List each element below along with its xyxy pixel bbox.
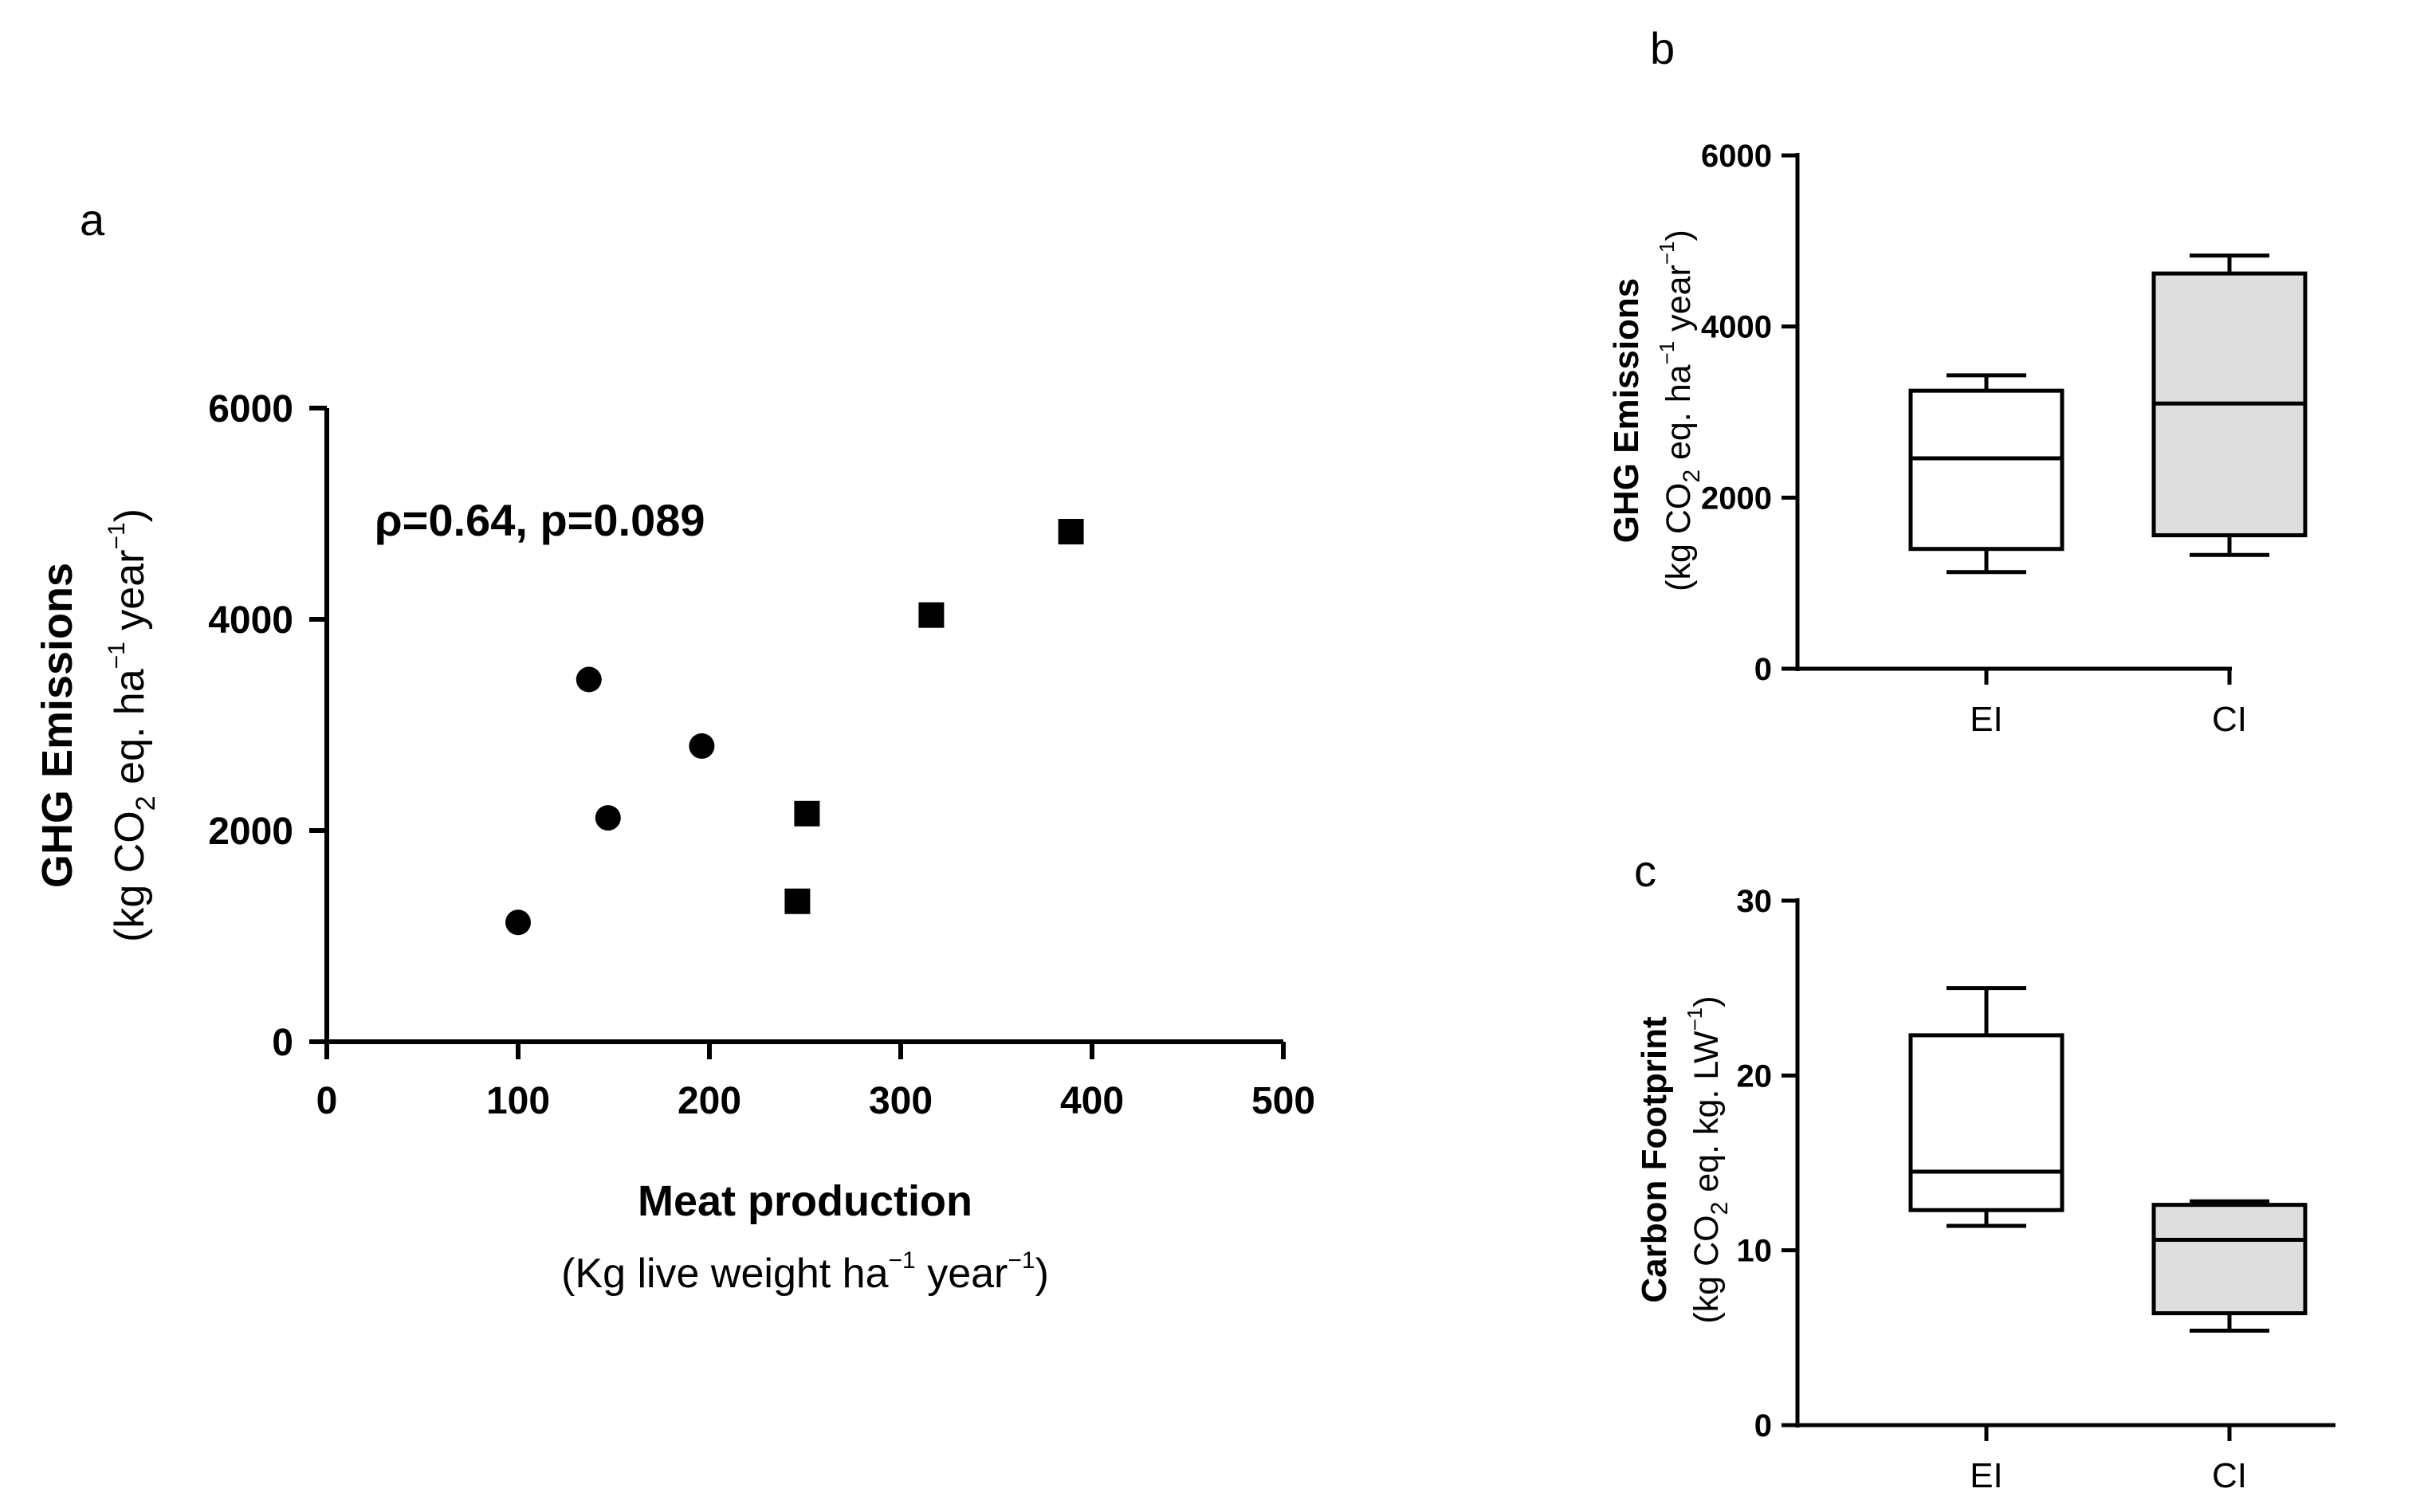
scatter-point-ci	[784, 888, 811, 914]
panel-a-x-tick-label: 400	[1060, 1080, 1124, 1122]
panel-c-y-tick-label: 30	[1737, 884, 1773, 919]
panel-a-y-tick-label: 4000	[208, 599, 293, 642]
panel-a-x-tick-label: 0	[316, 1080, 338, 1122]
box-iqr	[1908, 388, 2064, 552]
panel-c-x-tick-label: CI	[2212, 1456, 2247, 1495]
scatter-point-ci	[918, 602, 945, 628]
panel-a-points	[505, 519, 1084, 936]
panel-a-axes	[324, 408, 1283, 1044]
panel-a-x-axis-unit: (Kg live weight ha−1 year−1)	[561, 1247, 1049, 1297]
panel-c-x-tick-label: EI	[1970, 1456, 2003, 1495]
panel-b-y-tick-label: 0	[1754, 652, 1772, 687]
scatter-point-ei	[576, 666, 602, 693]
panel-c: c 0 10 20 30 EI CI Carbon Footprint (kg CO2 …	[1634, 846, 2335, 1495]
panel-c-y-axis-unit: (kg CO2 eq. kg. LW−1)	[1683, 996, 1733, 1323]
box-ci	[2151, 1199, 2308, 1333]
panel-b-letter: b	[1650, 23, 1675, 73]
box-ei	[1908, 373, 2064, 575]
panel-b: b 0 2000 4000 6000 EI CI GHG Emissions (kg C…	[1607, 23, 2308, 739]
panel-a-x-tick-label: 300	[869, 1080, 933, 1122]
panel-b-x-ticks: EI CI	[1970, 669, 2247, 739]
panel-b-x-tick-label: EI	[1970, 700, 2003, 739]
panel-c-y-axis-title: Carbon Footprint	[1635, 1016, 1674, 1303]
scatter-point-ei	[595, 805, 621, 831]
box-iqr	[1908, 1033, 2064, 1212]
panel-c-x-ticks: EI CI	[1970, 1425, 2247, 1495]
panel-a-x-axis-title: Meat production	[638, 1177, 972, 1225]
panel-b-x-tick-label: CI	[2212, 700, 2247, 739]
panel-a-x-tick-label: 500	[1251, 1080, 1315, 1122]
panel-a-y-tick-label: 2000	[208, 811, 293, 853]
scatter-point-ci	[794, 800, 820, 827]
scatter-point-ei	[689, 733, 715, 759]
scatter-point-ei	[505, 909, 531, 936]
panel-b-y-axis-title: GHG Emissions	[1607, 278, 1646, 544]
panel-c-y-tick-label: 20	[1737, 1058, 1773, 1094]
panel-a-x-ticks: 0 100 200 300 400 500	[316, 1042, 1315, 1122]
panel-c-y-tick-label: 0	[1754, 1408, 1772, 1443]
panel-a-stat-annotation: ρ=0.64, p=0.089	[375, 495, 705, 545]
box-ei	[1908, 986, 2064, 1228]
panel-c-y-ticks: 0 10 20 30	[1737, 884, 1797, 1443]
box-iqr	[2151, 1203, 2308, 1316]
panel-b-y-tick-label: 6000	[1701, 139, 1772, 174]
panel-b-y-axis-unit: (kg CO2 eq. ha−1 year−1)	[1655, 230, 1705, 591]
panel-a: a 0 2000 4000 6000 0 100 200 300 400 500 ρ=0.64,…	[33, 194, 1315, 1297]
panel-a-letter: a	[80, 194, 105, 245]
scatter-point-ci	[1058, 519, 1084, 545]
panel-b-y-ticks: 0 2000 4000 6000	[1701, 139, 1797, 687]
panel-a-y-tick-label: 0	[272, 1022, 293, 1064]
panel-a-x-tick-label: 200	[678, 1080, 741, 1122]
panel-a-y-ticks: 0 2000 4000 6000	[208, 388, 327, 1064]
box-ci	[2151, 253, 2308, 557]
panel-c-boxes	[1908, 986, 2308, 1333]
panel-a-y-tick-label: 6000	[208, 388, 293, 430]
panel-c-axes	[1795, 898, 2335, 1428]
panel-b-y-tick-label: 2000	[1701, 481, 1772, 516]
panel-b-axes	[1795, 153, 2232, 671]
panel-b-y-tick-label: 4000	[1701, 310, 1772, 345]
panel-a-y-axis-title: GHG Emissions	[33, 563, 81, 888]
panel-c-letter: c	[1634, 846, 1656, 896]
panel-b-boxes	[1908, 253, 2308, 575]
panel-a-y-axis-unit: (kg CO2 eq. ha−1 year−1)	[104, 509, 161, 942]
panel-c-y-tick-label: 10	[1737, 1234, 1773, 1269]
panel-a-x-tick-label: 100	[486, 1080, 550, 1122]
